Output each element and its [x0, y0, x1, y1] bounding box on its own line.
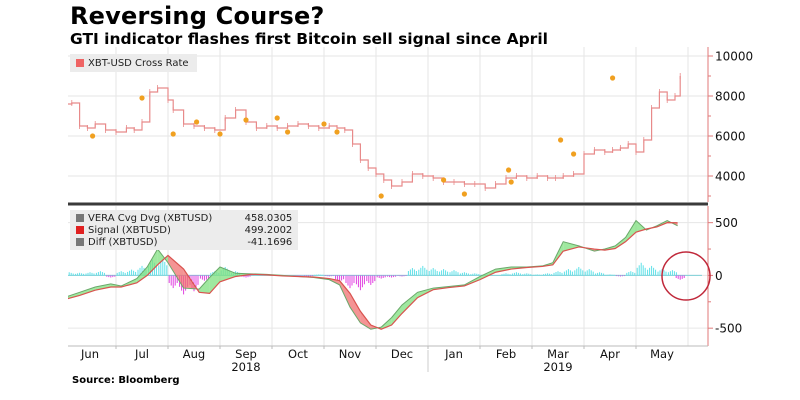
x-axis: Jun Jul Aug Sep Oct Nov Dec Jan Feb Mar Apr May 2018… — [68, 345, 708, 374]
month-label: Dec — [391, 347, 413, 361]
bull-fill — [563, 241, 579, 252]
signal-dot — [378, 193, 384, 199]
legend-item-price: XBT-USD Cross Rate — [76, 57, 189, 69]
legend-swatch-diff — [76, 238, 84, 246]
legend-swatch-price — [76, 59, 84, 67]
month-label: Mar — [547, 347, 569, 361]
month-label: Jun — [80, 347, 99, 361]
bull-fill — [199, 277, 210, 294]
signal-dot — [558, 137, 564, 143]
signal-dot — [610, 75, 616, 81]
month-label: Nov — [339, 347, 362, 361]
signal-dot — [441, 177, 447, 183]
legend-item-signal: Signal (XBTUSD) 499.2002 — [76, 224, 292, 236]
legend-label-price: XBT-USD Cross Rate — [88, 57, 189, 69]
annotation-circle — [661, 251, 711, 301]
month-label: Sep — [235, 347, 257, 361]
legend-value-vera: 458.0305 — [244, 212, 293, 224]
signal-dot — [170, 131, 176, 137]
source-note: Source: Bloomberg — [72, 375, 180, 386]
bull-fill — [615, 237, 626, 249]
month-label: Jul — [134, 347, 149, 361]
y-tick-label: 500 — [715, 216, 738, 230]
signal-dot — [321, 121, 327, 127]
bear-fill — [168, 255, 184, 289]
legend-label-signal: Signal (XBTUSD) — [88, 224, 171, 236]
chart-title: Reversing Course? — [70, 2, 325, 30]
y-axes: 4000 6000 8000 10000 -500 0 500 — [707, 47, 753, 346]
bull-fill — [79, 287, 96, 296]
bull-fill — [209, 266, 220, 294]
year-label: 2018 — [231, 360, 260, 374]
signal-dot — [243, 117, 249, 123]
signal-dot — [274, 115, 280, 121]
month-label: Jan — [444, 347, 463, 361]
bear-fill — [350, 293, 361, 323]
bull-fill — [147, 249, 158, 276]
signal-dot — [506, 167, 512, 173]
signal-dot — [90, 133, 96, 139]
price-line — [64, 76, 681, 189]
left-mask — [0, 46, 68, 348]
y-tick-label: 6000 — [715, 130, 746, 144]
legend-item-vera: VERA Cvg Dvg (XBTUSD) 458.0305 — [76, 212, 292, 224]
y-tick-label: 8000 — [715, 90, 746, 104]
legend-swatch-vera — [76, 214, 84, 222]
price-series — [63, 73, 681, 191]
y-tick-label: -500 — [715, 322, 742, 336]
signal-dots — [61, 75, 616, 199]
year-label: 2019 — [543, 360, 572, 374]
month-label: Aug — [183, 347, 205, 361]
chart-subtitle: GTI indicator flashes first Bitcoin sell… — [70, 30, 548, 48]
bull-fill — [402, 292, 418, 314]
bear-fill — [360, 311, 371, 330]
price-legend: XBT-USD Cross Rate — [70, 54, 197, 72]
signal-dot — [461, 191, 467, 197]
signal-line — [43, 222, 678, 330]
legend-item-diff: Diff (XBTUSD) -41.1696 — [76, 236, 292, 248]
bull-fill — [220, 266, 236, 282]
signal-dot — [139, 95, 145, 101]
y-tick-label: 4000 — [715, 170, 746, 184]
bull-fill — [625, 220, 636, 242]
signal-dot — [285, 129, 291, 135]
month-label: Apr — [600, 347, 620, 361]
indicator-legend: VERA Cvg Dvg (XBTUSD) 458.0305 Signal (X… — [70, 210, 299, 250]
y-tick-label: 10000 — [715, 50, 753, 64]
bull-fill — [480, 269, 496, 280]
signal-dot — [194, 119, 200, 125]
legend-value-signal: 499.2002 — [244, 224, 293, 236]
bull-fill — [95, 283, 111, 291]
month-label: Oct — [288, 347, 308, 361]
y-tick-label: 0 — [715, 269, 723, 283]
top-panel-grid — [68, 47, 708, 202]
signal-dot — [334, 129, 340, 135]
legend-swatch-signal — [76, 226, 84, 234]
bull-fill — [136, 266, 148, 283]
signal-dot — [217, 131, 223, 137]
signal-dot — [571, 151, 577, 157]
legend-label-diff: Diff (XBTUSD) — [88, 236, 158, 248]
legend-value-diff: -41.1696 — [247, 236, 293, 248]
legend-label-vera: VERA Cvg Dvg (XBTUSD) — [88, 212, 213, 224]
month-label: May — [650, 347, 674, 361]
bull-fill — [391, 304, 402, 326]
month-label: Feb — [496, 347, 516, 361]
signal-dot — [508, 179, 514, 185]
